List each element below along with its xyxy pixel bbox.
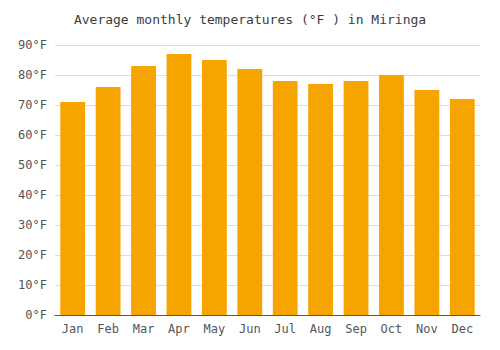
svg-text:Apr: Apr: [168, 322, 190, 336]
svg-text:40°F: 40°F: [18, 188, 47, 202]
svg-text:Sep: Sep: [345, 322, 367, 336]
svg-text:Jul: Jul: [274, 322, 296, 336]
svg-text:Dec: Dec: [451, 322, 473, 336]
svg-text:Aug: Aug: [310, 322, 332, 336]
svg-text:Jan: Jan: [62, 322, 84, 336]
svg-text:Feb: Feb: [97, 322, 119, 336]
svg-text:30°F: 30°F: [18, 218, 47, 232]
svg-text:10°F: 10°F: [18, 278, 47, 292]
svg-text:80°F: 80°F: [18, 68, 47, 82]
svg-text:0°F: 0°F: [25, 308, 47, 322]
svg-text:Jun: Jun: [239, 322, 261, 336]
svg-text:90°F: 90°F: [18, 38, 47, 52]
svg-text:Nov: Nov: [416, 322, 438, 336]
svg-text:May: May: [204, 322, 226, 336]
svg-text:Average monthly temperatures (: Average monthly temperatures (°F ) in Mi…: [74, 12, 426, 27]
svg-text:Mar: Mar: [133, 322, 155, 336]
svg-text:50°F: 50°F: [18, 158, 47, 172]
svg-text:70°F: 70°F: [18, 98, 47, 112]
svg-text:60°F: 60°F: [18, 128, 47, 142]
svg-text:Oct: Oct: [381, 322, 403, 336]
svg-text:20°F: 20°F: [18, 248, 47, 262]
